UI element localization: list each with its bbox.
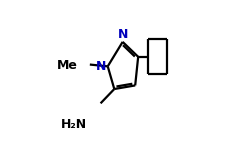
Text: N: N <box>118 28 128 41</box>
Text: N: N <box>96 60 107 73</box>
Text: Me: Me <box>57 59 78 72</box>
Text: H₂N: H₂N <box>61 118 87 131</box>
